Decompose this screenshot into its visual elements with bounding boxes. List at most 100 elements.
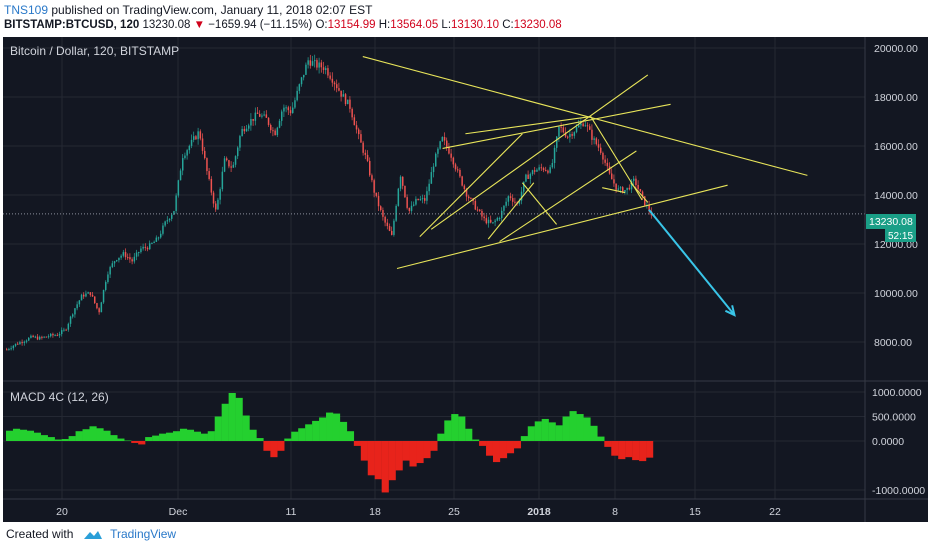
- candle-body: [617, 188, 620, 190]
- candle-body: [613, 179, 615, 184]
- candle-body: [413, 204, 415, 206]
- candle-body: [373, 180, 375, 193]
- macd-bar: [256, 438, 264, 441]
- macd-bar: [6, 430, 14, 441]
- candle-body: [285, 107, 287, 109]
- candle-body: [58, 333, 61, 336]
- candle-body: [452, 157, 455, 165]
- price-tick-label: 8000.00: [874, 337, 912, 349]
- candle-body: [140, 248, 142, 253]
- macd-bar: [604, 441, 612, 447]
- candle-body: [300, 77, 303, 85]
- macd-bar: [444, 420, 452, 441]
- candle-body: [219, 189, 221, 200]
- candle-body: [551, 162, 554, 168]
- macd-bar: [200, 433, 208, 441]
- candle-body: [221, 171, 224, 190]
- candle-body: [142, 246, 144, 249]
- candle-body: [210, 178, 213, 193]
- candle-body: [248, 125, 250, 129]
- close-label: C:: [502, 19, 514, 31]
- candle-body: [199, 131, 202, 139]
- candle-body: [39, 336, 41, 340]
- time-tick-label: 15: [689, 506, 701, 518]
- candle-body: [360, 134, 362, 143]
- candle-body: [415, 198, 417, 205]
- macd-bar: [590, 425, 598, 441]
- macd-bar: [611, 441, 619, 456]
- candle-body: [397, 188, 400, 206]
- candle-body: [270, 124, 272, 131]
- candle-body: [547, 170, 549, 173]
- candle-body: [584, 125, 587, 127]
- candle-body: [399, 176, 402, 189]
- macd-bar: [207, 431, 215, 441]
- candle-body: [173, 211, 175, 215]
- macd-bar: [346, 431, 355, 441]
- candle-body: [644, 196, 646, 206]
- candle-body: [604, 159, 606, 163]
- macd-bar: [618, 441, 626, 460]
- macd-bar: [263, 441, 271, 451]
- candle-body: [179, 170, 182, 181]
- macd-bar: [353, 441, 362, 446]
- candle-body: [531, 170, 534, 175]
- candle-body: [507, 196, 510, 202]
- price-axis-labels: 20000.0018000.0016000.0014000.0012000.00…: [874, 43, 918, 349]
- macd-bar: [583, 417, 591, 441]
- candle-body: [424, 198, 426, 201]
- candle-body: [525, 174, 527, 182]
- candle-body: [457, 169, 459, 171]
- candle-body: [487, 219, 490, 224]
- price-tag-value: 13230.08: [869, 216, 913, 228]
- macd-bar: [12, 428, 21, 441]
- candle-body: [327, 68, 329, 76]
- candle-body: [553, 147, 556, 163]
- candle-body: [61, 330, 63, 334]
- macd-bar: [326, 412, 334, 441]
- candle-body: [523, 181, 525, 192]
- candle-body: [289, 110, 292, 114]
- candle-body: [426, 191, 428, 201]
- candle-body: [212, 192, 215, 204]
- candle-body: [435, 153, 437, 167]
- candle-body: [602, 152, 604, 160]
- macd-bar: [228, 392, 236, 441]
- macd-bar: [298, 428, 306, 441]
- open-label: O:: [315, 19, 328, 31]
- candle-body: [474, 200, 477, 210]
- tradingview-brand[interactable]: TradingView: [110, 527, 177, 541]
- publisher-link[interactable]: TNS109: [4, 3, 49, 17]
- macd-bar: [381, 441, 389, 493]
- tradingview-logo-icon: [83, 530, 102, 539]
- candle-body: [496, 218, 499, 221]
- candle-body: [527, 174, 529, 179]
- macd-bar: [75, 431, 83, 441]
- candle-body: [586, 125, 589, 127]
- candle-body: [83, 294, 85, 297]
- candle-body: [611, 173, 613, 180]
- symbol-label: BITSTAMP:BTCUSD, 120: [4, 19, 140, 31]
- macd-axis-labels: 1000.0000 500.0000 0.0000 -1000.0000: [872, 387, 925, 497]
- candle-body: [111, 263, 114, 268]
- macd-bar: [360, 441, 368, 461]
- candle-body: [65, 329, 67, 331]
- chart-canvas[interactable]: 20000.0018000.0016000.0014000.0012000.00…: [3, 37, 928, 522]
- time-tick-label: 20: [56, 506, 68, 518]
- candle-body: [571, 134, 573, 136]
- candle-body: [529, 174, 532, 179]
- macd-bar: [562, 416, 570, 441]
- candle-body: [410, 205, 413, 211]
- macd-bar: [374, 441, 382, 480]
- candle-body: [94, 296, 96, 304]
- macd-bar: [235, 397, 243, 441]
- candle-body: [175, 195, 177, 212]
- candle-body: [448, 147, 450, 154]
- candle-body: [239, 136, 241, 148]
- macd-bar: [520, 436, 528, 441]
- macd-bar: [193, 431, 201, 441]
- candle-body: [272, 130, 274, 132]
- chart-panel[interactable]: 20000.00 18000.00 16000.00 14000.00 12000.00…: [3, 37, 928, 522]
- macd-bar: [305, 424, 313, 441]
- candle-body: [228, 160, 230, 167]
